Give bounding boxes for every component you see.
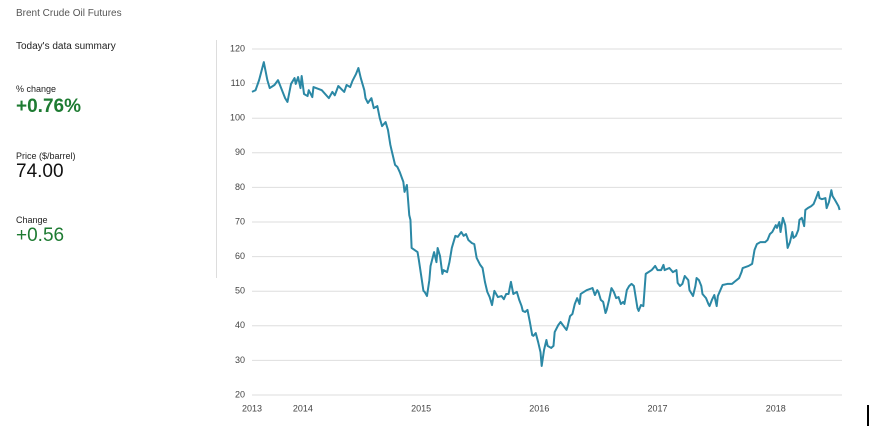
y-tick-label: 30 <box>235 355 245 365</box>
y-tick-label: 100 <box>230 113 245 123</box>
stat-label: Price ($/barrel) <box>16 151 76 161</box>
stat-value: +0.76% <box>16 96 81 117</box>
stat-label: % change <box>16 84 57 94</box>
stat-value: +0.56 <box>16 225 65 246</box>
y-tick-label: 40 <box>235 320 245 330</box>
x-tick-label: 2018 <box>766 403 786 413</box>
y-tick-label: 50 <box>235 286 245 296</box>
y-tick-label: 80 <box>235 182 245 192</box>
x-tick-label: 2013 <box>242 403 262 413</box>
y-tick-label: 20 <box>235 389 245 399</box>
price-line <box>251 61 841 367</box>
x-tick-label: 2015 <box>411 403 431 413</box>
x-tick-label: 2016 <box>529 403 549 413</box>
x-tick-label: 2017 <box>648 403 668 413</box>
y-tick-label: 60 <box>235 251 245 261</box>
stat-label: Change <box>16 215 48 225</box>
y-tick-label: 110 <box>231 78 245 88</box>
cursor <box>867 405 869 426</box>
summary-heading: Today's data summary <box>16 41 116 52</box>
y-tick-label: 70 <box>235 216 245 226</box>
page-title: Brent Crude Oil Futures <box>16 8 122 19</box>
separator <box>216 40 217 278</box>
y-tick-label: 120 <box>230 43 245 53</box>
x-tick-label: 2014 <box>293 403 313 413</box>
y-tick-label: 90 <box>235 147 245 157</box>
stat-value: 74.00 <box>16 161 64 182</box>
